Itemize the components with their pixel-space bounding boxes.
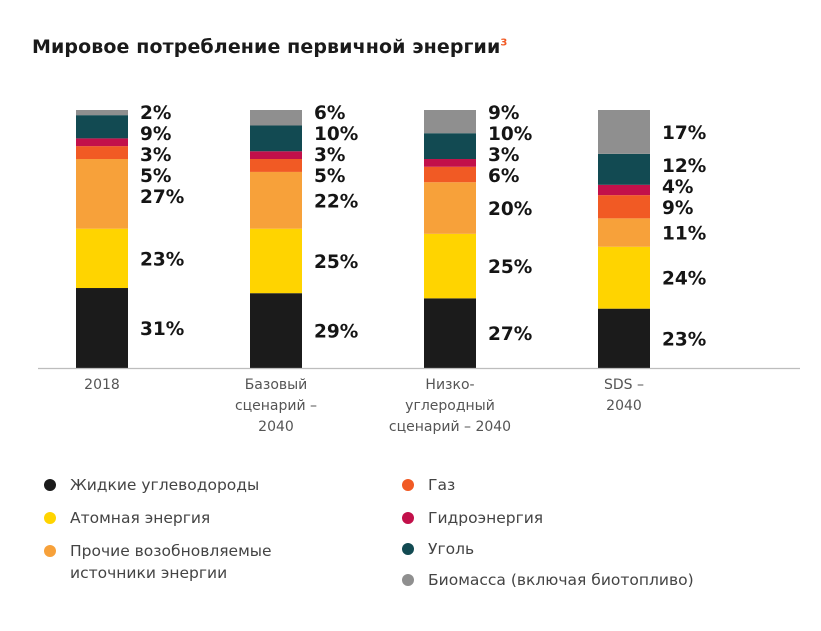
bar-segment-renew-2 <box>424 182 476 234</box>
data-label-biomass-3: 17% <box>662 123 706 144</box>
legend-item-hydro: Гидроэнергия <box>402 507 543 529</box>
data-label-gas-1: 5% <box>314 166 345 187</box>
bar-segment-biomass-2 <box>424 110 476 134</box>
bar-segment-nuclear-2 <box>424 233 476 299</box>
data-label-coal-0: 9% <box>140 124 171 145</box>
legend-label-renew: Прочие возобновляемые источники энергии <box>70 542 272 582</box>
bar-segment-hydro-2 <box>424 159 476 167</box>
category-label-2: Низко-углеродный сценарий – 2040 <box>389 377 511 435</box>
legend-label-coal: Уголь <box>428 540 475 558</box>
bar-segment-liquid-3 <box>598 308 650 368</box>
legend-item-gas: Газ <box>402 474 455 496</box>
legend-item-biomass: Биомасса (включая биотопливо) <box>402 569 694 591</box>
stacked-bar-chart: 31%23%27%5%3%9%2%201829%25%22%5%3%10%6%Б… <box>38 103 800 435</box>
category-label-1: Базовый сценарий –2040 <box>235 377 317 435</box>
data-label-liquid-2: 27% <box>488 324 532 345</box>
legend-swatch-liquid <box>44 479 56 491</box>
legend-swatch-hydro <box>402 512 414 524</box>
legend-swatch-nuclear <box>44 512 56 524</box>
data-label-nuclear-2: 25% <box>488 257 532 278</box>
data-label-renew-3: 11% <box>662 224 706 245</box>
legend-label-hydro: Гидроэнергия <box>428 509 544 527</box>
data-label-gas-3: 9% <box>662 198 693 219</box>
bar-segment-liquid-0 <box>76 288 128 368</box>
bar-segment-hydro-0 <box>76 138 128 147</box>
bar-segment-renew-3 <box>598 218 650 247</box>
bar-segment-biomass-0 <box>76 110 128 116</box>
legend-label-biomass: Биомасса (включая биотопливо) <box>428 571 694 589</box>
data-label-gas-2: 6% <box>488 166 519 187</box>
legend-label-liquid: Жидкие углеводороды <box>70 476 260 494</box>
data-label-biomass-1: 6% <box>314 103 345 124</box>
data-label-renew-2: 20% <box>488 199 532 220</box>
bar-segment-coal-1 <box>250 125 302 152</box>
category-label-3: SDS –2040 <box>604 377 644 414</box>
data-label-hydro-1: 3% <box>314 145 345 166</box>
data-label-renew-1: 22% <box>314 191 358 212</box>
data-label-hydro-3: 4% <box>662 177 693 198</box>
data-label-liquid-1: 29% <box>314 322 358 343</box>
data-label-liquid-3: 23% <box>662 329 706 350</box>
bar-segment-coal-2 <box>424 133 476 160</box>
legend-item-renew: Прочие возобновляемые источники энергии <box>44 540 272 584</box>
data-label-coal-1: 10% <box>314 124 358 145</box>
bar-segment-hydro-3 <box>598 184 650 196</box>
bar-segment-liquid-2 <box>424 298 476 368</box>
legend-label-gas: Газ <box>428 476 456 494</box>
legend-label-nuclear: Атомная энергия <box>70 509 211 527</box>
data-label-biomass-0: 2% <box>140 103 171 124</box>
bar-segment-gas-3 <box>598 195 650 219</box>
bar-segment-coal-0 <box>76 115 128 139</box>
bar-segment-renew-1 <box>250 171 302 229</box>
legend-swatch-gas <box>402 479 414 491</box>
title-footnote: 3 <box>500 37 508 49</box>
bar-segment-hydro-1 <box>250 151 302 160</box>
legend-item-coal: Уголь <box>402 538 474 560</box>
data-label-nuclear-0: 23% <box>140 249 184 270</box>
data-label-coal-3: 12% <box>662 156 706 177</box>
legend-swatch-coal <box>402 543 414 555</box>
bar-segment-biomass-3 <box>598 110 650 154</box>
data-label-coal-2: 10% <box>488 124 532 145</box>
bar-segment-nuclear-0 <box>76 228 128 289</box>
legend-item-liquid: Жидкие углеводороды <box>44 474 259 496</box>
data-label-hydro-0: 3% <box>140 145 171 166</box>
bar-segment-nuclear-3 <box>598 246 650 309</box>
data-label-liquid-0: 31% <box>140 319 184 340</box>
data-label-nuclear-1: 25% <box>314 252 358 273</box>
bar-segment-biomass-1 <box>250 110 302 126</box>
data-label-hydro-2: 3% <box>488 145 519 166</box>
data-label-biomass-2: 9% <box>488 103 519 124</box>
bar-segment-gas-0 <box>76 146 128 160</box>
legend-item-nuclear: Атомная энергия <box>44 507 210 529</box>
bar-segment-nuclear-1 <box>250 228 302 294</box>
legend-swatch-renew <box>44 545 56 557</box>
chart-title: Мировое потребление первичной энергии3 <box>32 36 507 58</box>
data-label-renew-0: 27% <box>140 187 184 208</box>
bar-segment-gas-1 <box>250 159 302 172</box>
category-label-0: 2018 <box>84 377 120 393</box>
bar-segment-liquid-1 <box>250 293 302 368</box>
bar-segment-gas-2 <box>424 166 476 183</box>
bar-segment-renew-0 <box>76 159 128 229</box>
legend-swatch-biomass <box>402 574 414 586</box>
bar-segment-coal-3 <box>598 153 650 185</box>
data-label-nuclear-3: 24% <box>662 269 706 290</box>
data-label-gas-0: 5% <box>140 166 171 187</box>
chart-title-text: Мировое потребление первичной энергии <box>32 36 501 58</box>
